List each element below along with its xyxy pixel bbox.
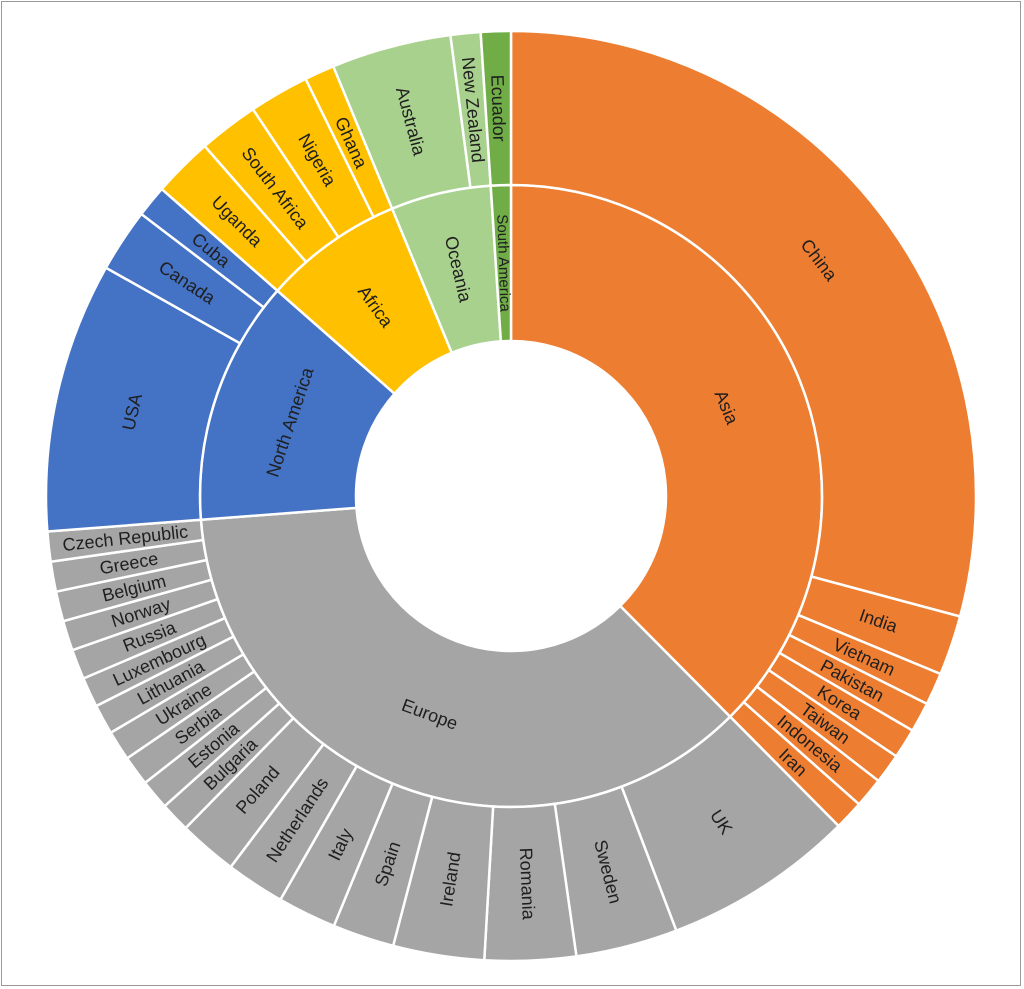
- country-segment-china: [509, 29, 978, 619]
- region-label-south-america: South America: [493, 214, 513, 313]
- country-label-ecuador: Ecuador: [487, 74, 509, 142]
- country-segment-ecuador: [479, 29, 513, 187]
- country-label-romania: Romania: [516, 847, 539, 921]
